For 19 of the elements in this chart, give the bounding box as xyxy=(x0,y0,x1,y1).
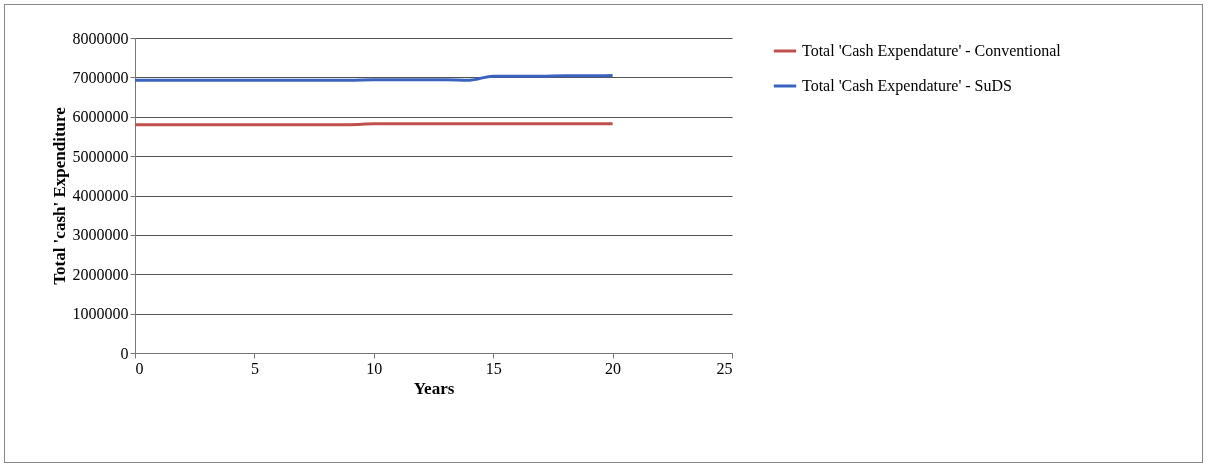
legend-label: Total 'Cash Expendature' - SuDS xyxy=(802,77,1012,95)
x-tick-label: 15 xyxy=(485,359,502,377)
x-tick-label: 0 xyxy=(135,359,144,377)
y-tick-label: 1000000 xyxy=(72,305,129,323)
y-tick-label: 4000000 xyxy=(72,187,129,204)
x-tick-label: 25 xyxy=(716,359,733,377)
x-tick-label: 5 xyxy=(250,359,259,377)
legend-label: Total 'Cash Expendature' - Conventional xyxy=(802,42,1062,60)
x-axis-title: Years xyxy=(413,378,455,398)
y-tick-label: 6000000 xyxy=(72,108,129,126)
x-tick-label: 10 xyxy=(366,359,383,377)
y-tick-label: 0 xyxy=(120,344,129,362)
y-tick-label: 5000000 xyxy=(72,147,129,165)
y-tick-label: 7000000 xyxy=(72,68,129,86)
x-tick-label: 20 xyxy=(605,359,622,377)
y-tick-label: 2000000 xyxy=(72,265,129,283)
y-tick-label: 3000000 xyxy=(72,226,129,244)
y-tick-label: 8000000 xyxy=(72,29,129,47)
y-axis-title: Total 'cash' Expenditure xyxy=(49,106,69,285)
